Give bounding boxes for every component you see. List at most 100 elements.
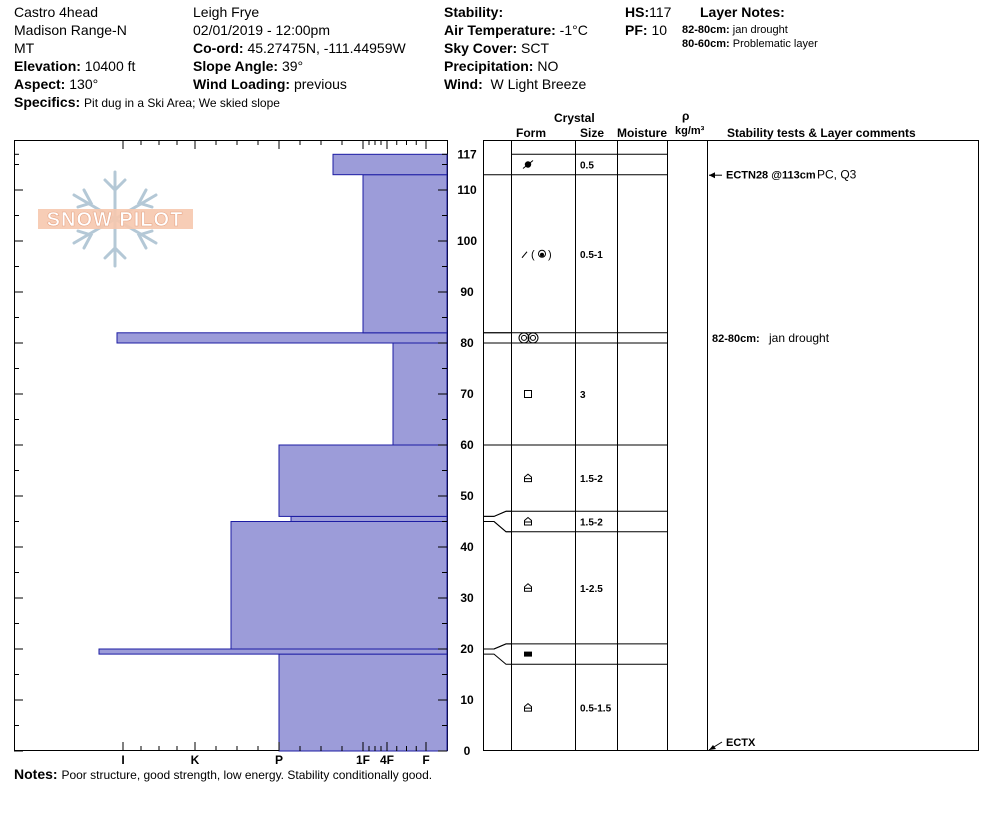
hardness-bar: [332, 153, 448, 176]
stability-test: ECTN28 @113cm PC, Q3: [709, 168, 857, 182]
elevation-label: Elevation:: [14, 58, 81, 74]
stability-test: ECTX: [708, 737, 756, 751]
depth-hoar-icon: [524, 583, 532, 592]
layer-size-label: 0.5-1.5: [580, 704, 612, 715]
arrow-head-icon: [709, 745, 716, 750]
depth-hoar-icon: [524, 516, 532, 526]
layer-comment-text: jan drought: [768, 331, 830, 345]
hardness-tick-label: F: [422, 753, 429, 767]
state-name: MT: [14, 40, 35, 56]
depth-tick-label: 50: [460, 489, 474, 503]
form-header: Form: [516, 126, 546, 140]
slope-label: Slope Angle:: [193, 58, 279, 74]
watermark-band: [38, 209, 193, 229]
layer-rows: 0.5 () 0.5-1 3 1.5-2 1.5-2 1-2.5 0.5-1.5: [511, 153, 667, 715]
layer-note-text: Problematic layer: [732, 38, 818, 50]
layer-comment-range: 82-80cm:: [712, 333, 760, 345]
depth-hoar-outline: [524, 583, 532, 592]
hardness-bars: [98, 153, 448, 752]
observation-datetime: 02/01/2019 - 12:00pm: [193, 22, 330, 38]
wind-loading: Wind Loading: previous: [193, 76, 347, 92]
rho-header: ρ: [682, 109, 690, 123]
location-name: Castro 4head: [14, 4, 99, 20]
coord-value: 45.27475N, -111.44959W: [247, 40, 406, 56]
hardness-tick-label: 1F: [356, 753, 370, 767]
layer-note-range: 80-60cm:: [682, 38, 730, 50]
depth-tick-label: 100: [457, 234, 477, 248]
stability-test-result: PC, Q3: [817, 168, 857, 182]
depth-hoar-icon: [524, 702, 532, 712]
depth-tick-label: 90: [460, 285, 474, 299]
layer-size-label: 1.5-2: [580, 474, 603, 485]
snow-height: HS:117: [625, 4, 671, 20]
depth-tick-label: 0: [464, 744, 471, 758]
air-temp-value: -1°C: [559, 22, 588, 38]
layer-size-label: 0.5-1: [580, 250, 603, 261]
stability-label: Stability:: [444, 4, 504, 20]
wind-loading-label: Wind Loading:: [193, 76, 291, 92]
faceted-rounded-slash: [522, 160, 534, 169]
layer-size-label: 1.5-2: [580, 518, 603, 529]
aspect: Aspect: 130°: [14, 76, 98, 92]
wind-value: W Light Breeze: [490, 76, 587, 92]
layer-note-2: 80-60cm: Problematic layer: [682, 37, 818, 51]
pf-label: PF:: [625, 22, 648, 38]
melt-form-ring: [521, 334, 527, 341]
melt-form-ring: [530, 334, 536, 341]
observer-name: Leigh Frye: [193, 4, 260, 20]
hardness-axis: I K P 1F 4F F: [121, 140, 430, 767]
depth-hoar-outline: [524, 473, 532, 483]
arrow-head-icon: [709, 172, 715, 179]
sky-value: SCT: [521, 40, 550, 56]
hs-label: HS:: [625, 4, 650, 20]
depth-tick-label: 60: [460, 438, 474, 452]
wind-label: Wind:: [444, 76, 483, 92]
pf-value: 10: [651, 22, 668, 38]
comments-header: Stability tests & Layer comments: [727, 126, 916, 140]
boundary-link: [483, 510, 511, 517]
boundary-links: [483, 174, 511, 665]
air-temperature: Air Temperature: -1°C: [444, 22, 588, 38]
watermark-text: SNOW PILOT: [47, 209, 184, 231]
specifics-label: Specifics:: [14, 94, 81, 110]
boundary-link: [483, 653, 511, 665]
layer-note-range: 82-80cm:: [682, 24, 730, 36]
boundary-link: [483, 521, 511, 533]
slope-value: 39°: [281, 58, 304, 74]
coordinates: Co-ord: 45.27475N, -111.44959W: [193, 40, 406, 56]
coord-label: Co-ord:: [193, 40, 244, 56]
hardness-tick-label: 4F: [380, 753, 394, 767]
depth-hoar-icon: [524, 473, 532, 483]
depth-tick-label: 30: [460, 591, 474, 605]
layer-note-text: jan drought: [732, 24, 788, 36]
stability-tests: ECTN28 @113cm PC, Q3 ECTX 82-80cm: jan droug…: [708, 168, 857, 751]
layer-comment: 82-80cm: jan drought: [712, 331, 830, 345]
depth-tick-label: 20: [460, 642, 474, 656]
hardness-tick-label: K: [191, 753, 200, 767]
decomposing-ring: [538, 249, 546, 258]
moisture-header: Moisture: [617, 126, 668, 140]
decomposing-core: [540, 252, 544, 257]
depth-tick-label: 117: [457, 147, 477, 161]
aspect-value: 130°: [69, 76, 99, 92]
layer-notes-label: Layer Notes:: [700, 4, 785, 20]
precipitation: Precipitation: NO: [444, 58, 558, 74]
elevation: Elevation: 10400 ft: [14, 58, 135, 74]
hardness-bar: [98, 648, 448, 655]
precip-value: NO: [537, 58, 559, 74]
air-temp-label: Air Temperature:: [444, 22, 556, 38]
sky-label: Sky Cover:: [444, 40, 518, 56]
ice-layer-icon: [524, 651, 532, 657]
sky-cover: Sky Cover: SCT: [444, 40, 549, 56]
faceted-rounded-icon: [522, 160, 534, 169]
aspect-label: Aspect:: [14, 76, 66, 92]
decomposing-paren-open: (: [531, 249, 535, 261]
hardness-bar: [278, 444, 448, 517]
foot-penetration: PF: 10: [625, 22, 667, 38]
elevation-value: 10400 ft: [84, 58, 136, 74]
hardness-bar: [290, 515, 448, 523]
notes-label: Notes:: [14, 766, 58, 782]
hs-value: 117: [649, 4, 672, 20]
depth-axis: 0 10 20 30 40 50 60 70 80 90 100 110 117: [14, 147, 477, 758]
hardness-bar: [362, 174, 448, 334]
